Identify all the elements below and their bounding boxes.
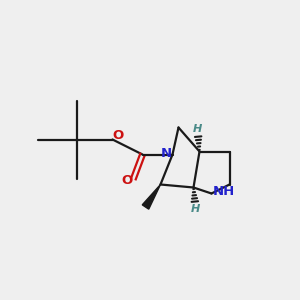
Text: H: H xyxy=(193,124,202,134)
Text: N: N xyxy=(160,147,172,161)
Text: H: H xyxy=(191,204,200,214)
Text: O: O xyxy=(112,129,124,142)
Polygon shape xyxy=(142,184,160,209)
Text: O: O xyxy=(122,173,133,187)
Text: NH: NH xyxy=(212,184,235,198)
